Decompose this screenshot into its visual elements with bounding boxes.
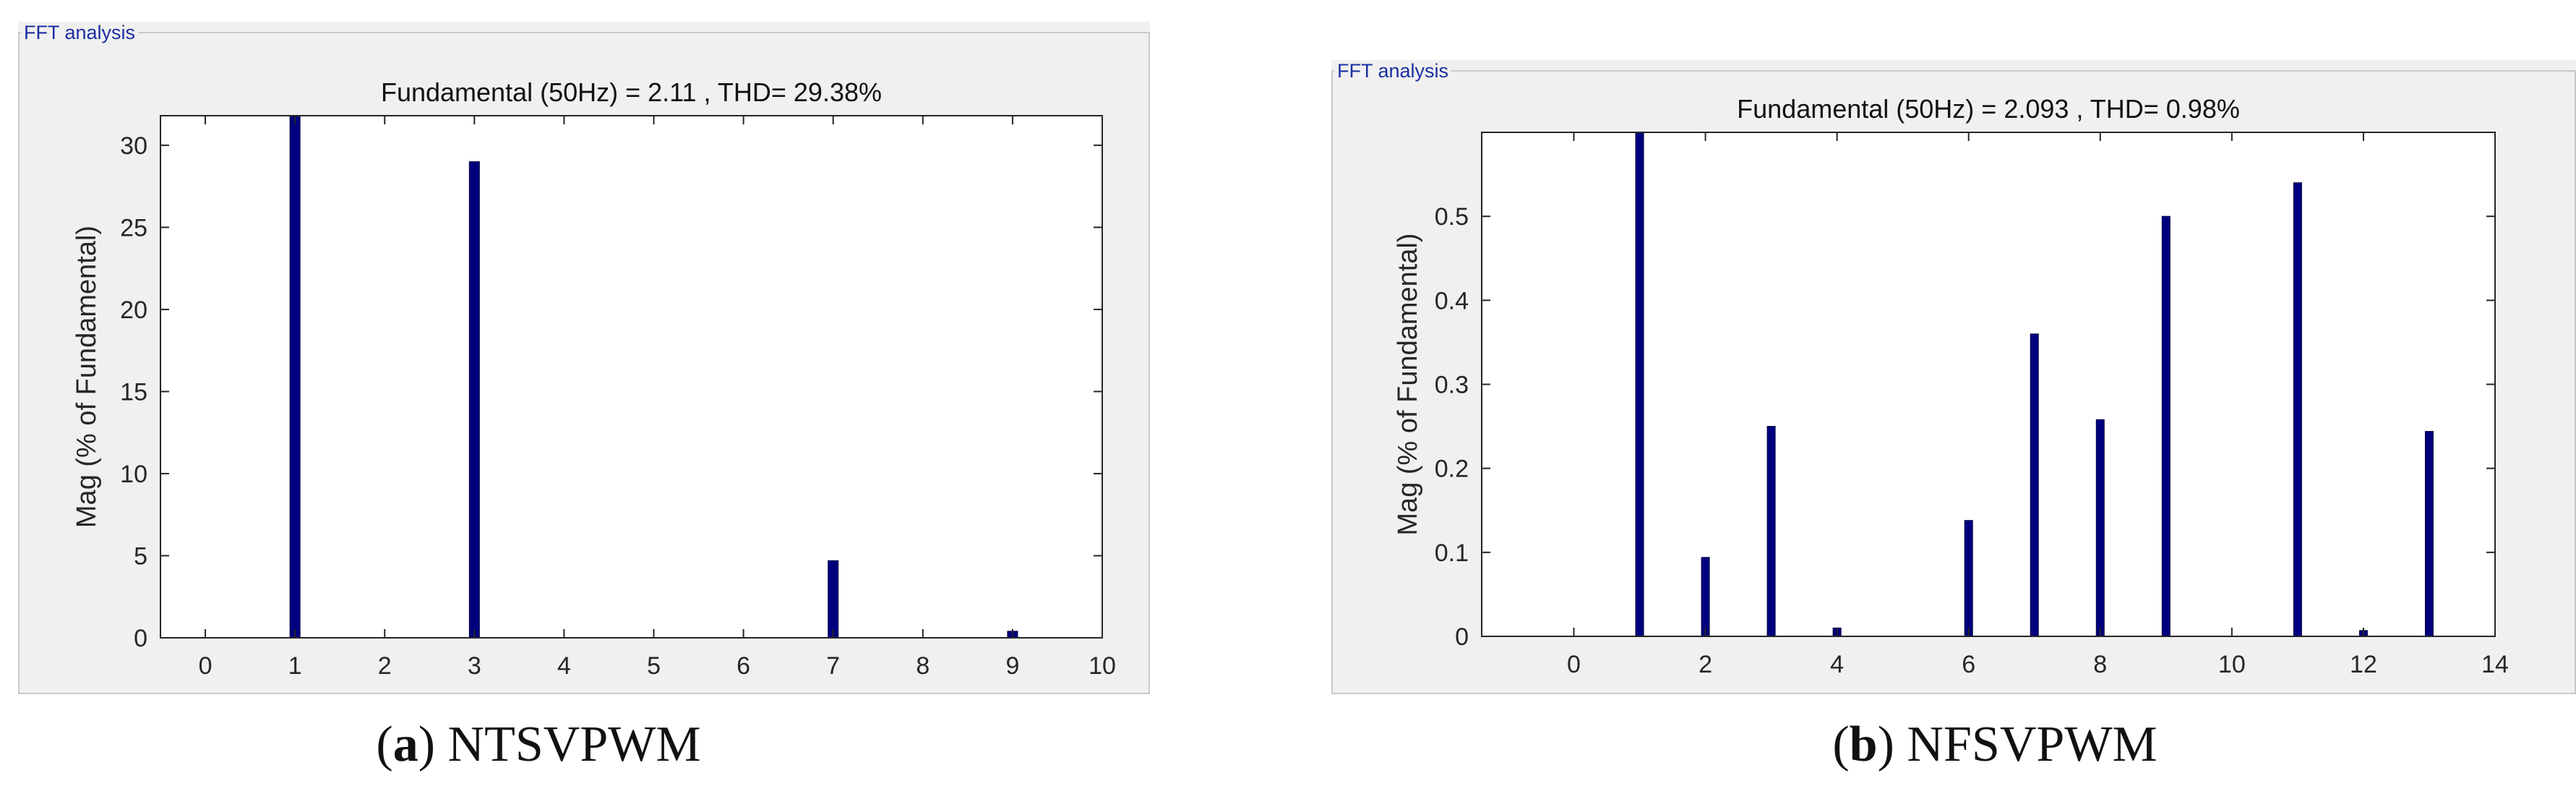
x-tick-label: 2 [1699,651,1712,678]
caption-b: (b) NFSVPWM [1832,717,2158,772]
x-tick-label: 8 [2093,651,2107,678]
fft-bar [2095,419,2105,637]
fft-chart-a: 0 1 2 3 4 5 6 7 8 9 10 0 5 10 15 20 25 30 Fundamental (50H… [72,77,1116,680]
fft-bar [1701,557,1710,637]
axes-frame [160,115,1103,639]
caption-letter: b [1849,717,1878,772]
x-tick-label: 6 [737,652,750,680]
x-tick-label: 0 [1567,651,1581,678]
x-tick-label: 4 [557,652,571,680]
fft-panel-a: FFT analysis 0 1 2 3 4 5 6 7 8 9 10 0 5 10 15 20 25 30 Fun… [18,22,1150,694]
fft-bar [2030,333,2039,637]
y-tick-label: 5 [134,542,147,570]
x-tick-label: 6 [1962,651,1975,678]
x-tick-label: 7 [826,652,840,680]
fft-bar [1635,132,1644,637]
y-tick-label: 30 [120,132,147,160]
chart-title: Fundamental (50Hz) = 2.11 , THD= 29.38% [381,77,882,107]
caption-text: NTSVPWM [447,717,701,772]
x-tick-label: 1 [288,652,302,680]
fft-bar [1964,520,1973,637]
x-tick-label: 4 [1830,651,1844,678]
y-tick-label: 0.3 [1435,372,1469,399]
x-tick-label: 0 [199,652,212,680]
fft-bar [828,560,839,639]
fft-panel-b: FFT analysis 0 2 4 6 8 10 12 14 0 0.1 0.2 0.3 0.4 0.5… [1331,60,2576,694]
fft-bar [2424,431,2434,637]
y-tick-label: 15 [120,378,147,406]
y-tick-label: 0 [134,625,147,652]
fft-bar [289,115,301,639]
y-tick-label: 10 [120,461,147,488]
fft-bar [468,161,480,639]
x-tick-label: 3 [468,652,481,680]
y-tick-label: 0 [1455,623,1469,651]
caption-text: NFSVPWM [1907,717,2158,772]
y-tick-label: 0.2 [1435,456,1469,483]
fft-bar [1766,426,1776,637]
x-tick-label: 9 [1005,652,1019,680]
x-tick-label: 14 [2481,651,2509,678]
x-tick-label: 12 [2350,651,2377,678]
y-axis-label: Mag (% of Fundamental) [1393,233,1423,535]
plot-area [160,116,1102,638]
plot-area [1482,132,2495,636]
panel-label: FFT analysis [1334,60,1452,82]
fft-bar [2161,215,2171,637]
chart-title: Fundamental (50Hz) = 2.093 , THD= 0.98% [1737,94,2240,124]
y-tick-label: 25 [120,214,147,242]
x-tick-label: 10 [2218,651,2246,678]
fft-bar [2293,182,2302,637]
y-tick-label: 0.1 [1435,539,1469,567]
x-tick-label: 2 [378,652,392,680]
x-tick-label: 10 [1089,652,1116,680]
y-tick-label: 20 [120,296,147,324]
y-tick-label: 0.4 [1435,287,1469,315]
x-tick-label: 5 [647,652,661,680]
fft-chart-b: 0 2 4 6 8 10 12 14 0 0.1 0.2 0.3 0.4 0.5 Fundamental (… [1393,94,2509,678]
panel-label: FFT analysis [21,22,139,44]
x-tick-label: 8 [916,652,929,680]
y-axis-label: Mag (% of Fundamental) [72,226,102,528]
caption-letter: a [392,717,418,772]
y-tick-label: 0.5 [1435,203,1469,231]
caption-a: (a) NTSVPWM [376,717,701,772]
